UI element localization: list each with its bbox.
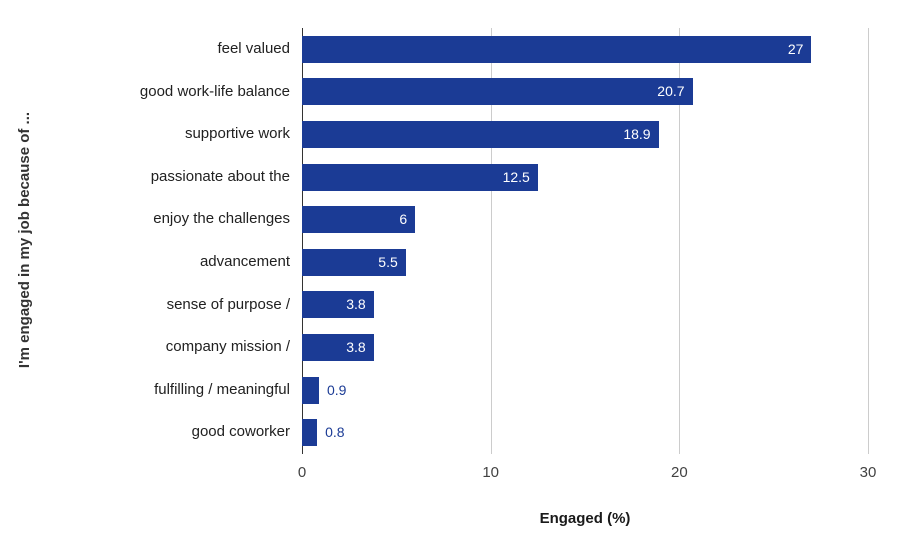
plot-area: 27 20.7 18.9 12.5 6 5.5 3.8 3.8 0.9 0.8 bbox=[302, 28, 869, 454]
value-label: 18.9 bbox=[623, 126, 651, 142]
category-label: good coworker bbox=[191, 423, 290, 441]
gridline bbox=[490, 28, 492, 454]
gridline bbox=[868, 28, 869, 454]
bar bbox=[302, 78, 693, 106]
category-label: advancement bbox=[199, 253, 290, 270]
zero-axis-line bbox=[302, 28, 303, 454]
value-label: 12.5 bbox=[502, 168, 530, 185]
category-label: feel valued bbox=[217, 40, 290, 57]
bar bbox=[302, 419, 318, 447]
category-label: passionate about the bbox=[150, 167, 290, 185]
value-label: 5.5 bbox=[378, 253, 398, 270]
category-label: fulfilling / meaningful bbox=[154, 380, 290, 398]
bar bbox=[302, 248, 406, 276]
category-label: supportive work bbox=[184, 125, 290, 143]
category-label: good work-life balance bbox=[139, 82, 290, 100]
value-label: 0.9 bbox=[326, 381, 347, 398]
x-axis-title: Engaged (%) bbox=[539, 510, 631, 527]
bar bbox=[302, 291, 374, 319]
gridline bbox=[679, 28, 681, 454]
category-label: company mission / bbox=[165, 338, 290, 356]
bar bbox=[302, 35, 812, 63]
category-label: enjoy the challenges bbox=[153, 210, 290, 228]
x-tick-label: 0 bbox=[297, 464, 307, 481]
category-label: sense of purpose / bbox=[166, 295, 290, 313]
x-tick-label: 20 bbox=[670, 464, 688, 481]
value-label: 27 bbox=[787, 40, 804, 57]
value-label: 3.8 bbox=[346, 296, 366, 313]
bar bbox=[302, 121, 659, 148]
value-label: 20.7 bbox=[657, 83, 685, 100]
value-label: 0.8 bbox=[325, 424, 345, 441]
x-tick-label: 30 bbox=[859, 464, 877, 481]
bar bbox=[302, 206, 416, 234]
x-tick-label: 10 bbox=[482, 464, 499, 481]
bar bbox=[302, 163, 538, 191]
bar bbox=[302, 334, 374, 361]
value-label: 6 bbox=[399, 211, 408, 228]
value-label: 3.8 bbox=[346, 339, 366, 355]
bar bbox=[302, 376, 319, 404]
